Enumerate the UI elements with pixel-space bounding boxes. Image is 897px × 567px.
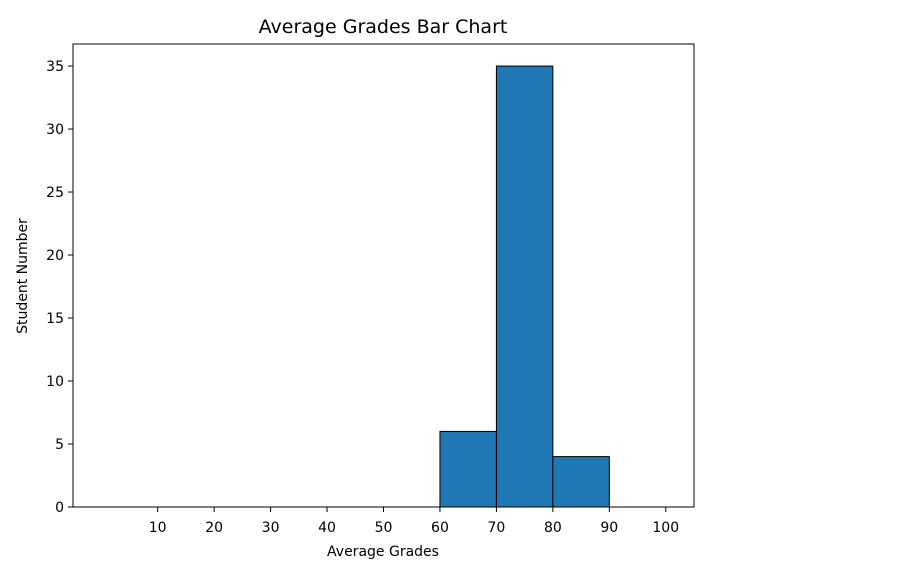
x-tick-label: 50 [375, 520, 393, 536]
y-axis-ticks: 0 5 10 15 20 25 30 35 [46, 59, 73, 516]
x-tick-label: 30 [262, 520, 280, 536]
y-tick-label: 30 [46, 122, 64, 138]
x-axis-title: Average Grades [327, 544, 439, 560]
x-tick-label: 40 [318, 520, 336, 536]
x-axis-ticks: 10 20 30 40 50 60 70 80 90 100 [149, 507, 679, 536]
bar-80-90 [552, 456, 610, 508]
chart-title: Average Grades Bar Chart [259, 16, 508, 38]
plot-frame [72, 43, 695, 508]
y-tick-label: 0 [55, 500, 64, 516]
x-tick-label: 100 [652, 520, 679, 536]
y-tick-label: 35 [46, 59, 64, 75]
y-tick-label: 25 [46, 185, 64, 201]
x-tick-label: 60 [431, 520, 449, 536]
x-tick-label: 70 [487, 520, 505, 536]
x-tick-label: 80 [544, 520, 562, 536]
y-tick-label: 15 [46, 311, 64, 327]
x-tick-label: 10 [149, 520, 167, 536]
y-tick-label: 5 [55, 437, 64, 453]
y-tick-label: 20 [46, 248, 64, 264]
x-tick-label: 20 [205, 520, 223, 536]
x-tick-label: 90 [600, 520, 618, 536]
bar-60-70 [439, 430, 497, 508]
y-axis-title: Student Number [15, 218, 31, 334]
bar-70-80 [495, 65, 554, 508]
bars-group [439, 65, 610, 508]
y-tick-label: 10 [46, 374, 64, 390]
